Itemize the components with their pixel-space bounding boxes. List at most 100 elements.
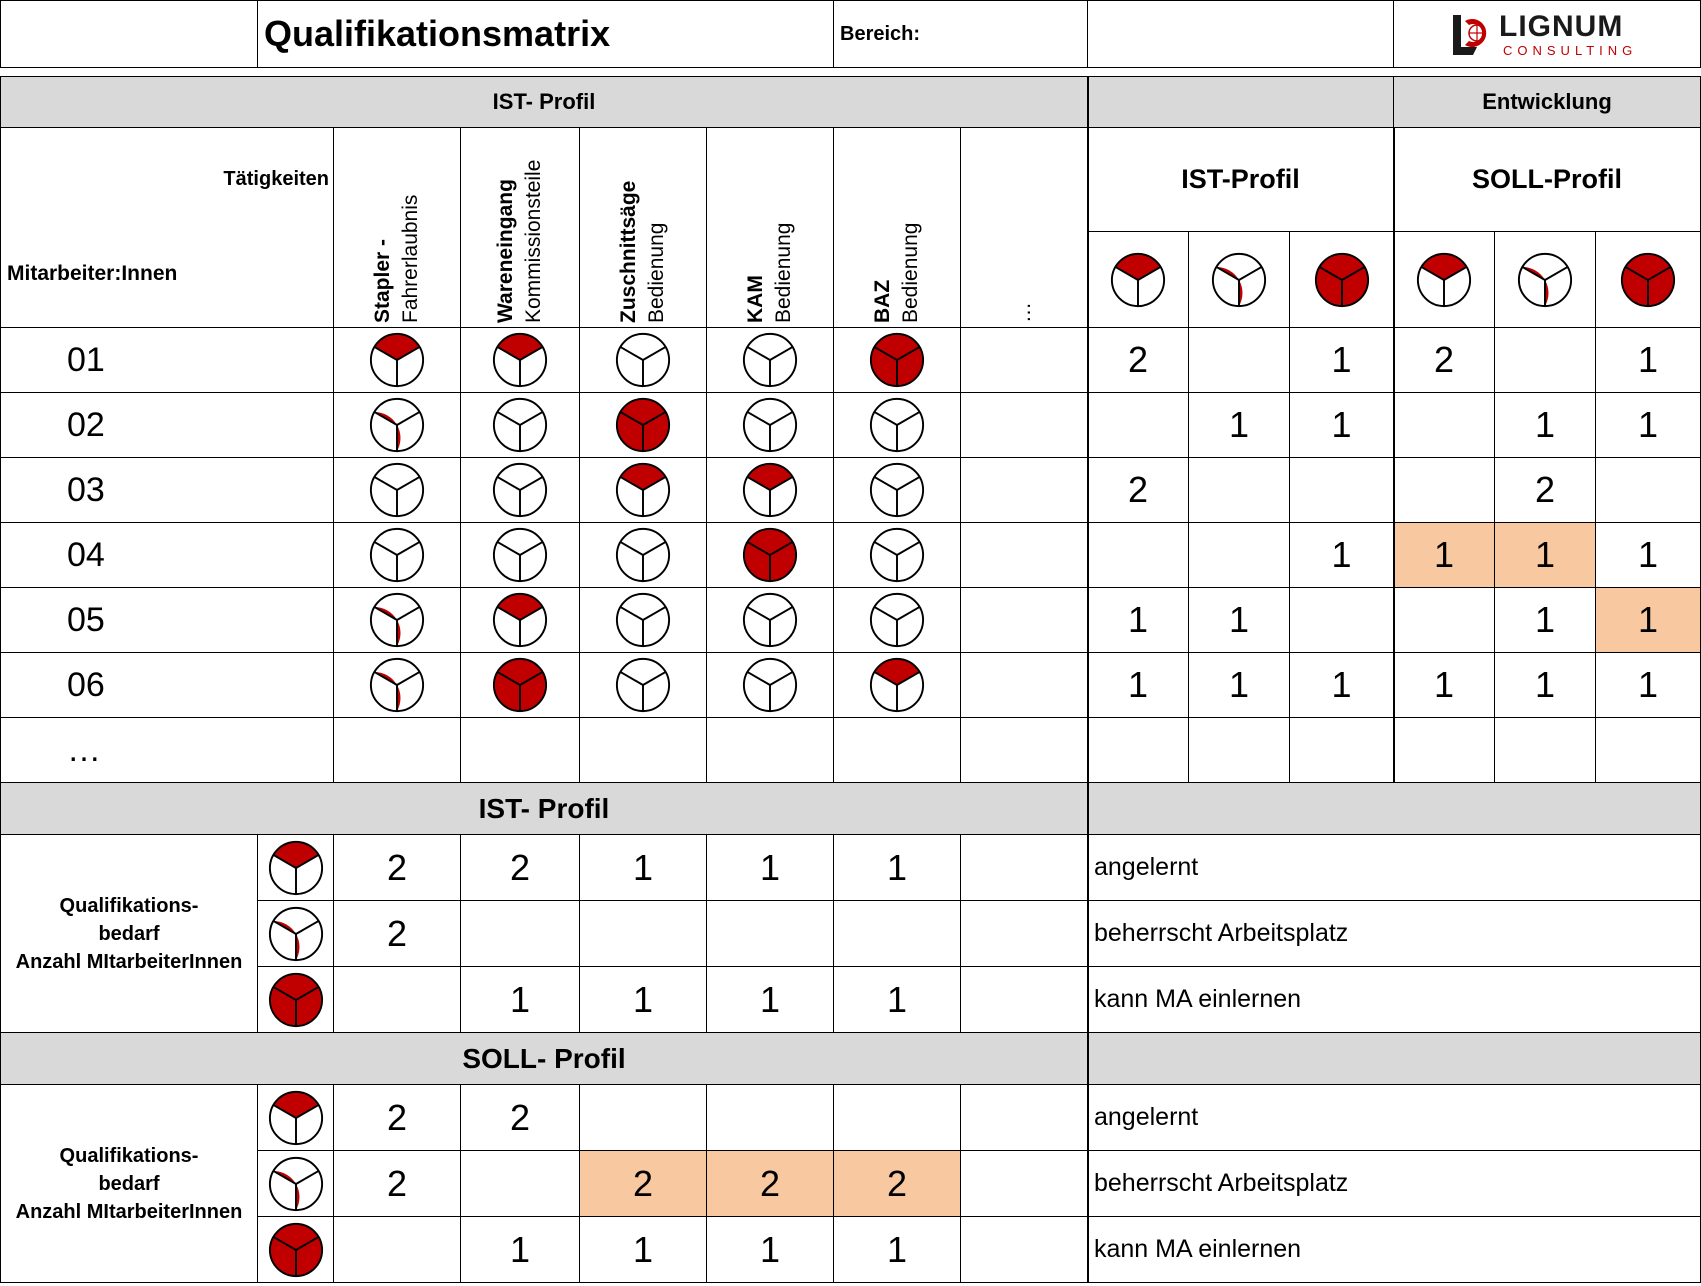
soll-count[interactable]: 1: [1596, 523, 1701, 588]
qualification-cell[interactable]: [580, 393, 707, 458]
soll-count[interactable]: 1: [1596, 393, 1701, 458]
soll-count[interactable]: 1: [1596, 588, 1701, 653]
ist_section-count[interactable]: [834, 901, 961, 967]
qualification-cell[interactable]: [961, 328, 1088, 393]
soll_section-count[interactable]: [961, 1151, 1088, 1217]
qualification-cell[interactable]: [461, 653, 580, 718]
ist_section-count[interactable]: 1: [707, 835, 834, 901]
soll_section-count[interactable]: 2: [834, 1151, 961, 1217]
qualification-cell[interactable]: [580, 653, 707, 718]
soll_section-count[interactable]: 1: [834, 1217, 961, 1283]
soll-count[interactable]: [1394, 718, 1495, 783]
qualification-cell[interactable]: [834, 458, 961, 523]
ist-count[interactable]: [1088, 718, 1189, 783]
soll-count[interactable]: 1: [1495, 588, 1596, 653]
ist-count[interactable]: 2: [1088, 328, 1189, 393]
ist_section-count[interactable]: [707, 901, 834, 967]
qualification-cell[interactable]: [707, 653, 834, 718]
soll-count[interactable]: [1495, 718, 1596, 783]
soll-count[interactable]: [1495, 328, 1596, 393]
qualification-cell[interactable]: [834, 523, 961, 588]
qualification-cell[interactable]: [834, 588, 961, 653]
ist_section-count[interactable]: [961, 967, 1088, 1033]
ist-count[interactable]: 1: [1088, 588, 1189, 653]
qualification-cell[interactable]: [461, 523, 580, 588]
qualification-cell[interactable]: [580, 718, 707, 783]
qualification-cell[interactable]: [461, 458, 580, 523]
soll_section-count[interactable]: 1: [580, 1217, 707, 1283]
qualification-cell[interactable]: [834, 653, 961, 718]
soll_section-count[interactable]: 1: [461, 1217, 580, 1283]
ist-count[interactable]: 1: [1088, 653, 1189, 718]
ist_section-count[interactable]: 1: [580, 835, 707, 901]
qualification-cell[interactable]: [707, 458, 834, 523]
ist_section-count[interactable]: 1: [580, 967, 707, 1033]
qualification-cell[interactable]: [334, 328, 461, 393]
ist-count[interactable]: 1: [1290, 653, 1394, 718]
qualification-cell[interactable]: [461, 393, 580, 458]
qualification-cell[interactable]: [334, 718, 461, 783]
soll-count[interactable]: 2: [1394, 328, 1495, 393]
soll-count[interactable]: 1: [1596, 328, 1701, 393]
soll_section-count[interactable]: 2: [707, 1151, 834, 1217]
soll_section-count[interactable]: [961, 1085, 1088, 1151]
soll_section-count[interactable]: 2: [461, 1085, 580, 1151]
ist-count[interactable]: 1: [1189, 393, 1290, 458]
qualification-cell[interactable]: [461, 328, 580, 393]
qualification-cell[interactable]: [707, 328, 834, 393]
ist-count[interactable]: [1189, 718, 1290, 783]
ist_section-count[interactable]: 1: [834, 835, 961, 901]
soll-count[interactable]: [1394, 393, 1495, 458]
soll-count[interactable]: [1596, 458, 1701, 523]
soll_section-count[interactable]: 2: [334, 1151, 461, 1217]
ist-count[interactable]: [1088, 393, 1189, 458]
soll-count[interactable]: [1394, 458, 1495, 523]
soll_section-count[interactable]: 2: [580, 1151, 707, 1217]
qualification-cell[interactable]: [961, 458, 1088, 523]
qualification-cell[interactable]: [961, 393, 1088, 458]
ist_section-count[interactable]: 2: [334, 901, 461, 967]
soll_section-count[interactable]: 2: [334, 1085, 461, 1151]
qualification-cell[interactable]: [334, 653, 461, 718]
ist-count[interactable]: 1: [1189, 653, 1290, 718]
ist_section-count[interactable]: [961, 835, 1088, 901]
ist-count[interactable]: [1088, 523, 1189, 588]
ist-count[interactable]: [1290, 458, 1394, 523]
qualification-cell[interactable]: [961, 718, 1088, 783]
ist_section-count[interactable]: 1: [834, 967, 961, 1033]
qualification-cell[interactable]: [707, 393, 834, 458]
soll_section-count[interactable]: [961, 1217, 1088, 1283]
ist_section-count[interactable]: [961, 901, 1088, 967]
ist_section-count[interactable]: [334, 967, 461, 1033]
ist-count[interactable]: 1: [1290, 523, 1394, 588]
qualification-cell[interactable]: [834, 393, 961, 458]
ist-count[interactable]: 1: [1290, 393, 1394, 458]
soll-count[interactable]: 1: [1495, 653, 1596, 718]
soll_section-count[interactable]: [834, 1085, 961, 1151]
ist-count[interactable]: [1189, 328, 1290, 393]
qualification-cell[interactable]: [461, 718, 580, 783]
qualification-cell[interactable]: [707, 588, 834, 653]
ist-count[interactable]: 2: [1088, 458, 1189, 523]
soll-count[interactable]: 1: [1495, 393, 1596, 458]
ist-count[interactable]: [1290, 588, 1394, 653]
qualification-cell[interactable]: [707, 718, 834, 783]
qualification-cell[interactable]: [580, 458, 707, 523]
soll-count[interactable]: 1: [1596, 653, 1701, 718]
ist_section-count[interactable]: 1: [461, 967, 580, 1033]
soll_section-count[interactable]: [580, 1085, 707, 1151]
soll-count[interactable]: [1394, 588, 1495, 653]
soll-count[interactable]: 2: [1495, 458, 1596, 523]
ist-count[interactable]: [1189, 523, 1290, 588]
soll_section-count[interactable]: [461, 1151, 580, 1217]
qualification-cell[interactable]: [961, 653, 1088, 718]
soll-count[interactable]: 1: [1394, 523, 1495, 588]
ist_section-count[interactable]: [461, 901, 580, 967]
qualification-cell[interactable]: [334, 393, 461, 458]
soll-count[interactable]: 1: [1394, 653, 1495, 718]
qualification-cell[interactable]: [334, 523, 461, 588]
qualification-cell[interactable]: [961, 523, 1088, 588]
qualification-cell[interactable]: [834, 718, 961, 783]
bereich-value[interactable]: [1088, 0, 1394, 68]
qualification-cell[interactable]: [580, 523, 707, 588]
